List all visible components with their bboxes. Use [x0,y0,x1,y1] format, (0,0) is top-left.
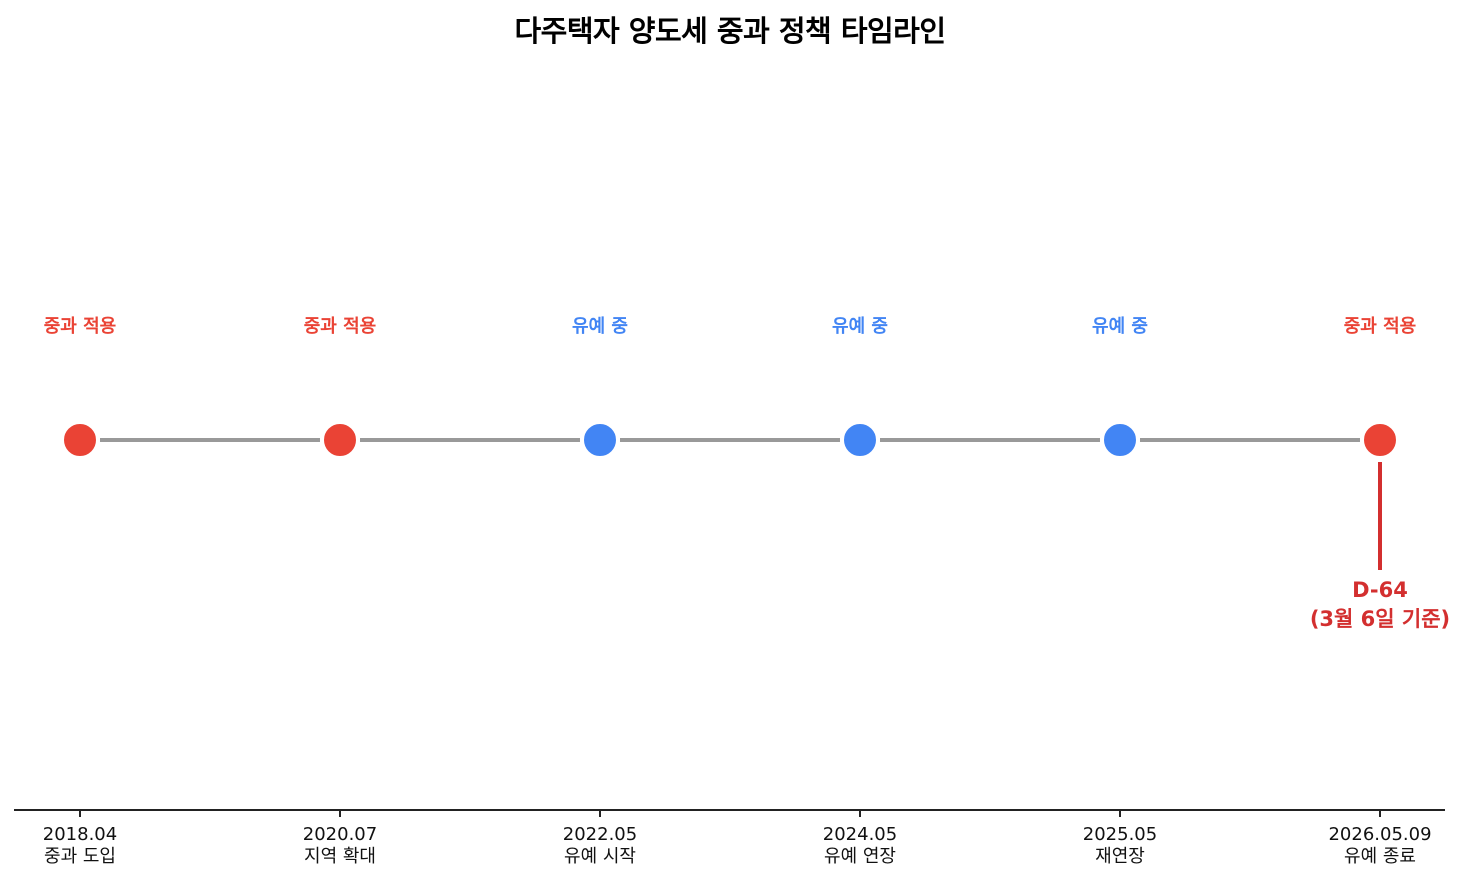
tick-date: 2022.05 [562,824,638,845]
chart-title: 다주택자 양도세 중과 정책 타임라인 [514,14,946,48]
x-axis-ticks [79,810,1381,817]
tick-event: 유예 연장 [824,846,896,867]
tick-event: 중과 도입 [44,846,116,867]
status-label: 유예 중 [1092,316,1148,337]
x-tick-label: 2026.05.09 유예 종료 [1280,824,1473,868]
dday-basis-date: (3월 6일 기준) [1309,607,1451,631]
x-tick-label: 2024.05 유예 연장 [760,824,960,868]
tick-date: 2024.05 [822,824,898,845]
dday-count: D-64 [1352,578,1408,602]
status-label: 중과 적용 [303,316,377,337]
tick-event: 재연장 [1095,846,1145,867]
tick-event: 유예 종료 [1344,846,1416,867]
tick-event: 유예 시작 [564,846,636,867]
x-tick-label: 2022.05 유예 시작 [500,824,700,868]
event-marker-heavy-tax [62,422,98,458]
event-marker-grace [1102,422,1138,458]
x-tick-label: 2025.05 재연장 [1020,824,1220,868]
x-tick-label: 2020.07 지역 확대 [240,824,440,868]
status-label: 중과 적용 [1343,316,1417,337]
tick-date: 2018.04 [42,824,118,845]
status-label: 중과 적용 [43,316,117,337]
tick-date: 2026.05.09 [1328,824,1432,845]
event-marker-grace [842,422,878,458]
dday-annotation: D-64 (3월 6일 기준) [1260,576,1473,634]
tick-date: 2025.05 [1082,824,1158,845]
x-tick-label: 2018.04 중과 도입 [0,824,180,868]
tick-date: 2020.07 [302,824,378,845]
status-label: 유예 중 [572,316,628,337]
event-markers [62,422,1398,458]
event-marker-heavy-tax [322,422,358,458]
tick-event: 지역 확대 [304,846,376,867]
event-marker-heavy-tax [1362,422,1398,458]
event-marker-grace [582,422,618,458]
status-label: 유예 중 [832,316,888,337]
